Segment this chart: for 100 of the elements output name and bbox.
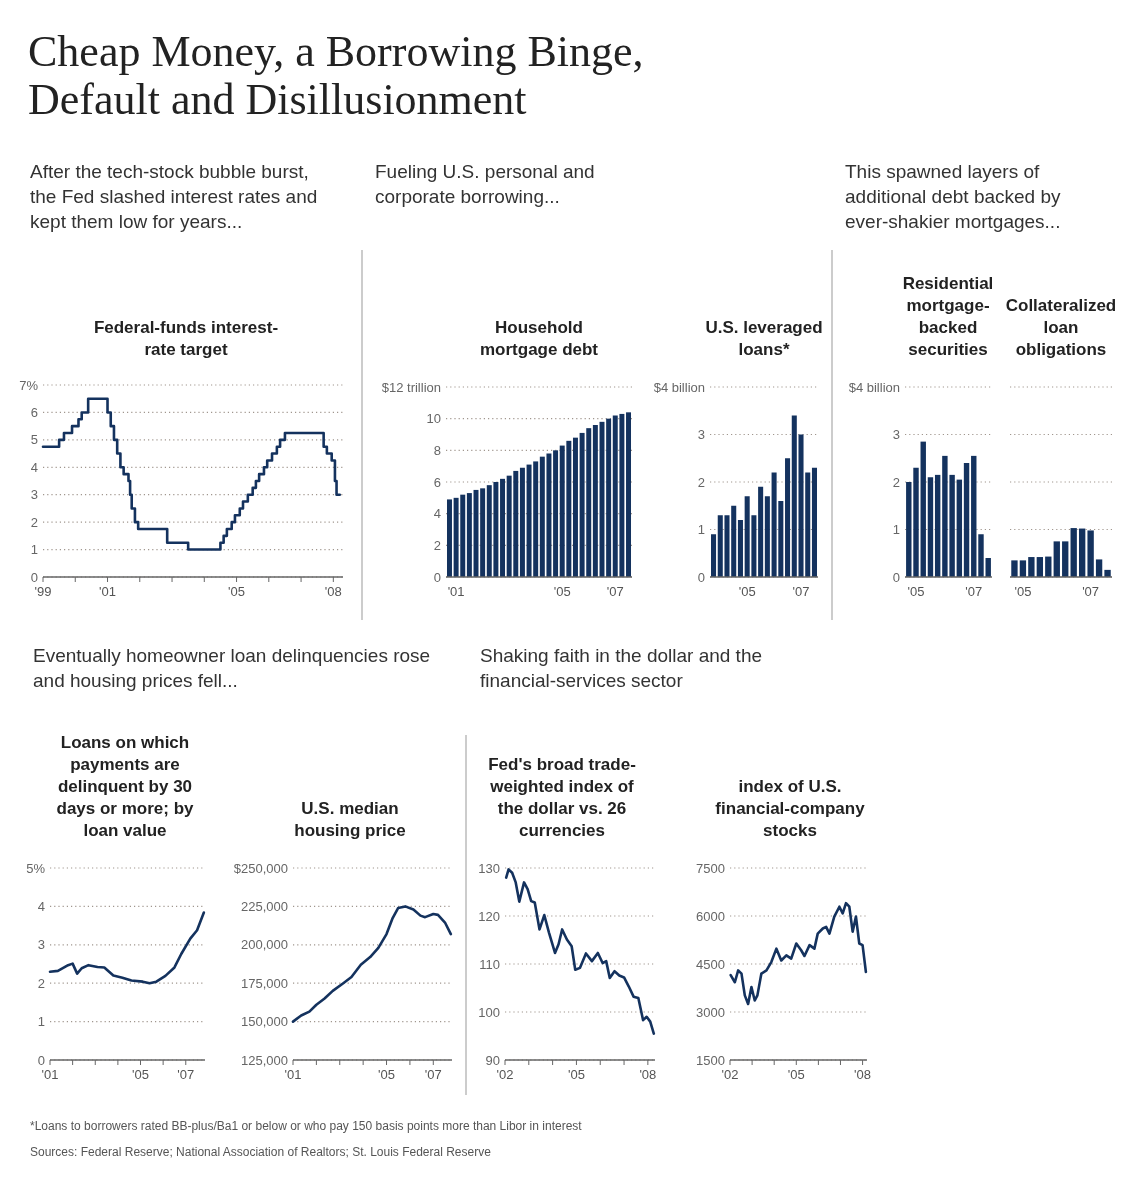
- chart-subtitle: Fueling U.S. personal and corporate borrowing...: [375, 161, 595, 207]
- x-tick-label: '07: [424, 1067, 442, 1082]
- bar: [1078, 528, 1086, 577]
- y-tick-label: 6: [433, 474, 441, 490]
- text: Cheap Money, a Borrowing Binge, Default and Disillusionment: [28, 27, 644, 124]
- bar: [971, 455, 977, 577]
- bar: [1104, 569, 1111, 577]
- bar: [519, 467, 525, 577]
- y-tick-label: 120: [478, 908, 500, 924]
- bar: [758, 486, 764, 577]
- x-tick-label: '08: [324, 584, 342, 599]
- bar: [1053, 541, 1060, 577]
- y-tick-label: 110: [479, 956, 500, 972]
- bar: [927, 477, 934, 577]
- x-tick-label: '99: [34, 584, 52, 599]
- y-tick-label: 0: [697, 569, 705, 585]
- y-tick-label: 6: [30, 404, 38, 420]
- bar: [1036, 557, 1044, 577]
- y-tick-label: 200,000: [241, 937, 288, 953]
- y-tick-label: 125,000: [241, 1052, 288, 1068]
- y-tick-label: 6000: [696, 908, 725, 924]
- chart-subtitle: After the tech-stock bubble burst, the Fed slashed interest rates and kept them low for years...: [30, 161, 318, 232]
- bar: [592, 425, 598, 577]
- y-tick-label: 2: [892, 474, 900, 490]
- y-tick-label: 1: [37, 1014, 45, 1030]
- bar: [1087, 530, 1094, 577]
- y-tick-label: 0: [892, 569, 900, 585]
- bar: [913, 467, 919, 577]
- bar: [811, 467, 817, 577]
- chart-subtitle: Eventually homeowner loan delinquencies rose and housing prices fell...: [33, 645, 431, 691]
- bar: [920, 441, 926, 577]
- y-tick-label: 1: [697, 522, 705, 537]
- bar: [906, 482, 912, 577]
- y-tick-label: 0: [37, 1052, 45, 1068]
- source-note: Sources: Federal Reserve; National Association of Realtors; St. Louis Federal Reserve: [30, 1145, 492, 1159]
- y-tick-label: 0: [30, 569, 38, 585]
- x-tick-label: '07: [606, 584, 624, 599]
- y-tick-label: 100: [478, 1004, 500, 1020]
- x-tick-label: '05: [907, 584, 925, 599]
- x-tick-label: '01: [41, 1067, 59, 1082]
- x-tick-label: '05: [132, 1067, 149, 1082]
- bar: [553, 450, 559, 577]
- bar: [1019, 560, 1027, 577]
- y-tick-label: 3: [37, 937, 45, 953]
- y-tick-label: 1500: [696, 1052, 725, 1068]
- y-tick-label: 1: [30, 542, 38, 558]
- chart-title: index of U.S. financial-company stocks: [715, 777, 866, 840]
- bar: [572, 437, 578, 577]
- y-tick-label: 3: [30, 487, 38, 503]
- bar: [1062, 541, 1069, 577]
- y-tick-label: 175,000: [241, 975, 288, 991]
- y-tick-label: 1: [892, 522, 900, 537]
- x-tick-label: '07: [965, 584, 983, 599]
- bar: [606, 418, 612, 577]
- chart-subtitle: Shaking faith in the dollar and the financial-services sector: [480, 645, 763, 691]
- bar: [626, 412, 632, 577]
- y-tick-label: 2: [30, 514, 38, 530]
- x-tick-label: '07: [1082, 584, 1100, 599]
- chart-title: Loans on which payments are delinquent by 30 days or more; by loan value: [56, 733, 195, 840]
- x-tick-label: '02: [721, 1067, 739, 1082]
- bar: [978, 534, 984, 577]
- text: *Loans to borrowers rated BB-plus/Ba1 or below or who pay 150 basis points more than Libor in interest: [30, 1119, 583, 1133]
- y-tick-label: 4: [433, 506, 441, 522]
- bar: [1011, 560, 1018, 577]
- x-tick-label: '05: [378, 1067, 396, 1082]
- y-tick-label: 90: [485, 1052, 500, 1068]
- x-tick-label: '08: [639, 1067, 657, 1082]
- x-tick-label: '05: [553, 584, 571, 599]
- x-tick-label: '01: [284, 1067, 302, 1082]
- bar: [1070, 528, 1077, 577]
- bar: [764, 496, 770, 577]
- bar: [785, 458, 791, 577]
- x-tick-label: '05: [738, 584, 756, 599]
- y-tick-label: 7%: [19, 377, 39, 393]
- y-tick-label: 8: [433, 442, 441, 458]
- y-tick-label: 4: [30, 459, 38, 475]
- y-tick-label: $250,000: [233, 860, 288, 876]
- chart-subtitle: This spawned layers of additional debt backed by ever-shakier mortgages...: [845, 161, 1061, 232]
- x-tick-label: '07: [792, 584, 810, 599]
- chart-title: Residential mortgage-backed securities: [902, 274, 994, 359]
- bar: [466, 493, 472, 577]
- y-tick-label: 150,000: [241, 1014, 288, 1030]
- y-tick-label: $4 billion: [848, 379, 900, 395]
- y-tick-label: 2: [433, 537, 441, 553]
- y-tick-label: 4500: [696, 956, 725, 972]
- x-tick-label: '05: [787, 1067, 805, 1082]
- chart-title: Household mortgage debt: [479, 318, 599, 359]
- y-tick-label: 130: [478, 860, 500, 876]
- x-tick-label: '01: [447, 584, 465, 599]
- chart-title: Fed's broad trade-weighted index of the dollar vs. 26 currencies: [488, 755, 636, 840]
- y-tick-label: 7500: [696, 860, 725, 876]
- y-tick-label: 2: [697, 474, 705, 490]
- y-tick-label: $12 trillion: [381, 379, 441, 395]
- bar: [963, 463, 970, 577]
- line-series: [291, 905, 453, 1023]
- y-tick-label: 0: [433, 569, 441, 585]
- line-series: [729, 901, 868, 1006]
- chart-title: Collateralized loan obligations: [1005, 296, 1117, 359]
- chart-title: U.S. median housing price: [294, 799, 406, 840]
- bar: [934, 474, 941, 577]
